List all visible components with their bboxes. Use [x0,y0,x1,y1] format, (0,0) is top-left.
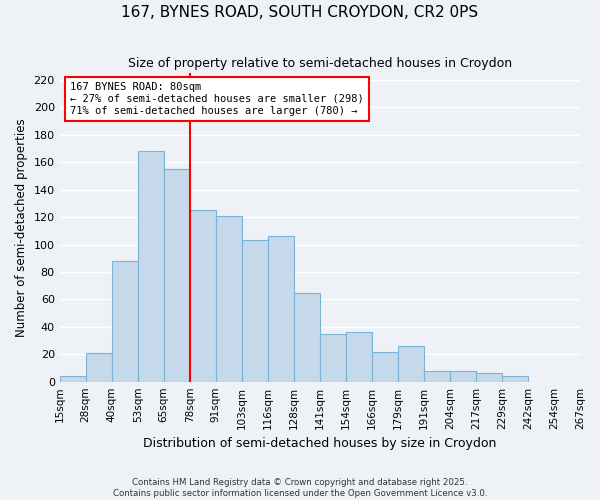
Bar [216,216,242,382]
Title: Size of property relative to semi-detached houses in Croydon: Size of property relative to semi-detach… [128,58,512,70]
Bar [268,236,294,382]
Bar [476,374,502,382]
Text: 167 BYNES ROAD: 80sqm
← 27% of semi-detached houses are smaller (298)
71% of sem: 167 BYNES ROAD: 80sqm ← 27% of semi-deta… [70,82,364,116]
Bar [398,346,424,382]
Bar [112,261,138,382]
Bar [294,292,320,382]
Bar [138,151,164,382]
Bar [86,353,112,382]
Bar [59,376,86,382]
Text: Contains HM Land Registry data © Crown copyright and database right 2025.
Contai: Contains HM Land Registry data © Crown c… [113,478,487,498]
Bar [372,352,398,382]
Bar [164,169,190,382]
Y-axis label: Number of semi-detached properties: Number of semi-detached properties [15,118,28,336]
Bar [242,240,268,382]
Bar [424,370,450,382]
Text: 167, BYNES ROAD, SOUTH CROYDON, CR2 0PS: 167, BYNES ROAD, SOUTH CROYDON, CR2 0PS [121,5,479,20]
Bar [450,370,476,382]
Bar [320,334,346,382]
Bar [502,376,528,382]
X-axis label: Distribution of semi-detached houses by size in Croydon: Distribution of semi-detached houses by … [143,437,497,450]
Bar [190,210,216,382]
Bar [346,332,372,382]
